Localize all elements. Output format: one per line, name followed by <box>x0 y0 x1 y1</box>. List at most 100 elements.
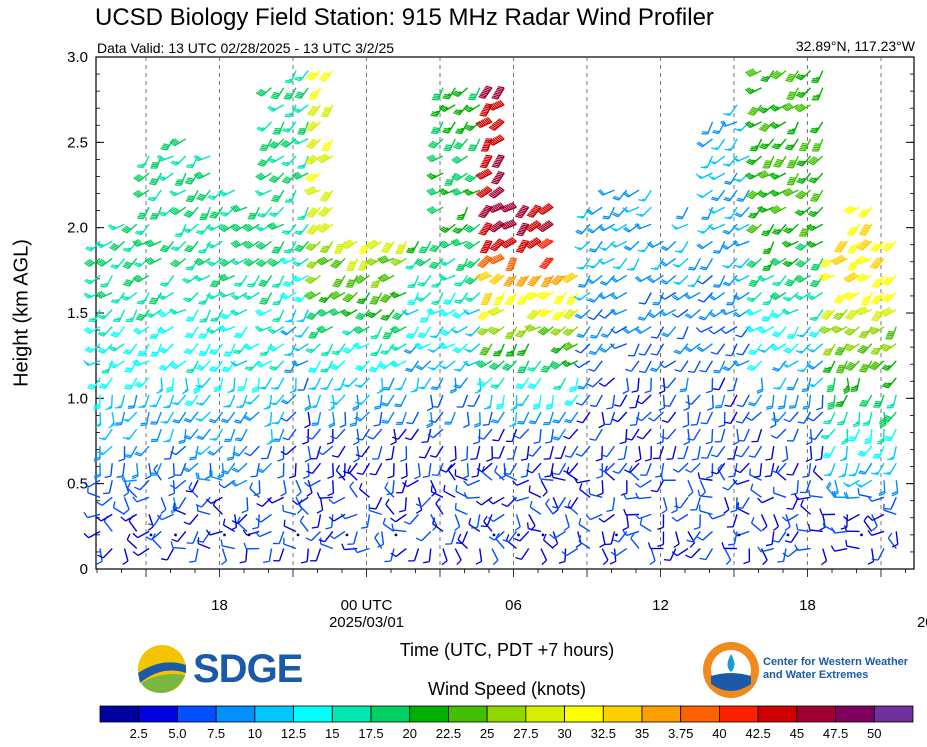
wind-barb <box>252 514 260 530</box>
wind-barb <box>118 446 126 462</box>
wind-barb <box>885 326 897 340</box>
wind-barb <box>843 291 860 301</box>
wind-barb <box>282 504 297 516</box>
wind-barb <box>634 513 652 520</box>
wind-barb <box>273 548 285 562</box>
wind-barb <box>809 121 824 134</box>
wind-barb <box>748 445 763 458</box>
wind-barb <box>284 343 297 357</box>
wind-barb <box>490 377 505 389</box>
wind-barb <box>304 394 312 412</box>
wind-barb <box>87 377 101 390</box>
wind-barb <box>231 513 248 525</box>
wind-barb <box>858 360 873 373</box>
wind-barb <box>795 70 811 81</box>
wind-barb <box>705 377 714 394</box>
wind-barb <box>381 411 395 424</box>
wind-barb <box>453 104 469 116</box>
wind-barb <box>239 548 248 564</box>
wind-barb <box>390 513 407 523</box>
wind-barb <box>822 343 836 356</box>
wind-barb <box>623 240 640 251</box>
wind-barb <box>750 516 762 532</box>
wind-barb <box>178 428 187 445</box>
wind-barb <box>256 496 272 508</box>
wind-barb <box>708 309 726 318</box>
wind-barb <box>259 292 273 305</box>
wind-barb <box>727 445 738 460</box>
wind-barb <box>241 497 249 514</box>
wind-barb <box>770 309 787 319</box>
wind-barb <box>524 220 542 233</box>
wind-barb <box>843 479 860 488</box>
wind-barb <box>207 445 223 456</box>
wind-barb <box>806 223 824 232</box>
wind-barb <box>422 463 432 478</box>
wind-barb <box>255 257 272 268</box>
wind-barb <box>247 206 260 220</box>
wind-barb <box>573 291 591 301</box>
wind-barb <box>884 497 897 510</box>
wind-barb <box>309 548 322 562</box>
wind-barb <box>871 292 885 305</box>
wind-barb <box>230 514 238 531</box>
wind-barb <box>512 479 530 487</box>
wind-barb <box>395 241 407 255</box>
wind-barb <box>699 258 714 271</box>
wind-barb <box>503 275 518 287</box>
wind-barb <box>818 272 836 282</box>
wind-barb <box>479 103 493 117</box>
wind-barb <box>329 360 346 371</box>
wind-barb <box>708 223 726 231</box>
wind-barb <box>430 479 437 497</box>
wind-barb <box>622 326 640 334</box>
wind-barb <box>588 343 603 356</box>
wind-barb <box>696 138 713 148</box>
wind-barb <box>794 189 811 200</box>
wind-barb <box>786 87 799 101</box>
wind-barb <box>234 428 248 442</box>
wind-barb <box>690 497 701 511</box>
wind-barb <box>762 241 775 255</box>
wind-barb <box>464 292 481 303</box>
wind-barb <box>158 206 174 217</box>
wind-barb <box>123 480 130 497</box>
wind-barb <box>199 309 211 323</box>
wind-barb <box>95 240 113 249</box>
wind-barb <box>721 240 738 250</box>
calm-dot <box>296 533 300 537</box>
wind-barb <box>565 292 579 305</box>
wind-barb <box>781 513 799 522</box>
wind-barb <box>311 411 322 427</box>
wind-barb <box>353 325 370 334</box>
wind-barb <box>830 254 848 266</box>
wind-barb <box>292 104 309 114</box>
wind-barb <box>335 464 346 481</box>
wind-barb <box>476 377 493 388</box>
wind-barb <box>838 463 848 478</box>
wind-barb <box>746 257 762 268</box>
wind-barb <box>577 377 591 390</box>
wind-barb <box>172 496 187 509</box>
wind-barb <box>306 462 322 474</box>
wind-barb <box>183 428 199 440</box>
wind-barb <box>786 428 799 442</box>
wind-barb <box>881 292 897 303</box>
wind-barb <box>320 377 334 390</box>
wind-barb <box>250 463 260 478</box>
wind-barb <box>268 172 285 183</box>
wind-barb <box>612 257 628 270</box>
wind-barb <box>320 104 334 118</box>
wind-barb <box>124 360 138 373</box>
wind-barb <box>391 309 407 321</box>
colorbar-segment <box>641 705 682 723</box>
wind-barb <box>805 446 813 463</box>
wind-barb <box>170 479 187 490</box>
wind-barb <box>220 539 235 550</box>
wind-barb <box>170 541 186 550</box>
wind-barb <box>280 326 297 336</box>
wind-barb <box>326 429 334 445</box>
wind-barb <box>482 411 493 426</box>
wind-barb <box>321 138 334 152</box>
wind-barb <box>224 428 236 442</box>
